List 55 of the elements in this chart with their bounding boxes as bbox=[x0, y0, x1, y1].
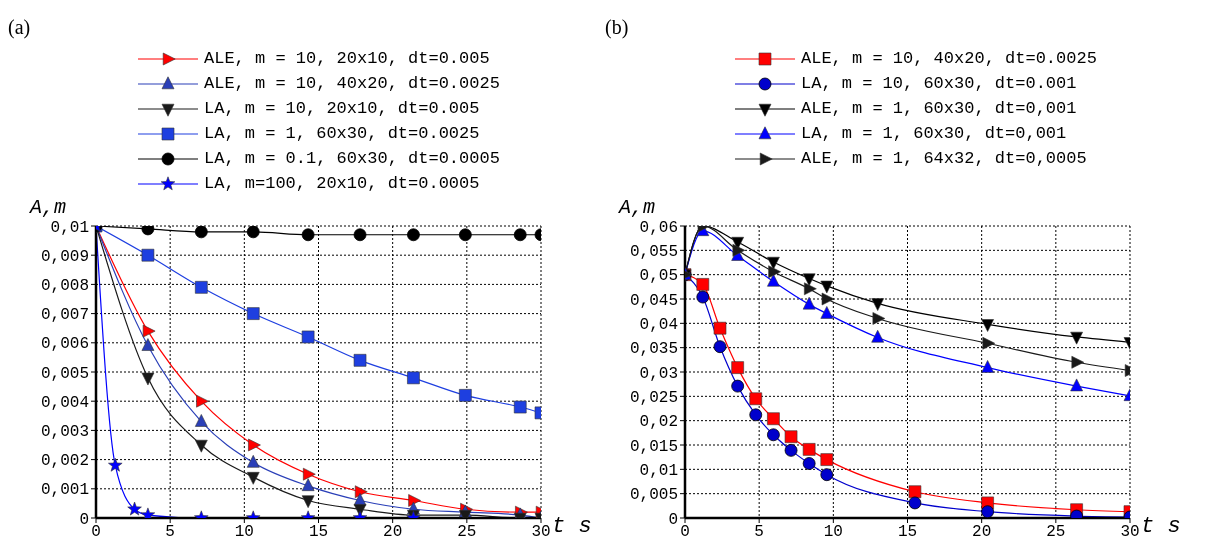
x-tick-label: 10 bbox=[234, 523, 254, 542]
x-tick-label: 30 bbox=[1120, 523, 1140, 542]
x-axis-title: t s bbox=[1141, 514, 1181, 539]
legend-label: LA, m = 1, 60x30, dt=0.0025 bbox=[204, 124, 480, 143]
legend-label: ALE, m = 1, 60x30, dt=0,001 bbox=[801, 99, 1077, 118]
y-tick-label: 0,007 bbox=[40, 306, 89, 325]
x-tick-label: 25 bbox=[457, 523, 477, 542]
y-tick-label: 0,005 bbox=[40, 364, 89, 383]
legend-label: LA, m = 10, 60x30, dt=0.001 bbox=[801, 74, 1077, 93]
y-tick-label: 0,004 bbox=[40, 393, 89, 412]
y-tick-label: 0,006 bbox=[40, 335, 89, 354]
y-axis-title: A,m bbox=[30, 196, 67, 219]
y-tick-label: 0,015 bbox=[629, 437, 678, 456]
x-axis-title: t s bbox=[552, 514, 592, 539]
y-tick-label: 0,06 bbox=[639, 218, 678, 237]
y-tick-label: 0,01 bbox=[639, 462, 678, 481]
y-tick-label: 0 bbox=[668, 510, 678, 529]
legend-label: LA, m = 10, 20x10, dt=0.005 bbox=[204, 99, 480, 118]
x-tick-label: 25 bbox=[1046, 523, 1066, 542]
x-tick-label: 30 bbox=[531, 523, 551, 542]
y-tick-label: 0,001 bbox=[40, 481, 89, 500]
x-tick-label: 5 bbox=[165, 523, 175, 542]
x-tick-label: 0 bbox=[91, 523, 101, 542]
y-tick-label: 0,025 bbox=[629, 389, 678, 408]
legend-label: ALE, m = 10, 40x20, dt=0.0025 bbox=[204, 74, 500, 93]
x-tick-label: 5 bbox=[754, 523, 764, 542]
x-tick-label: 10 bbox=[823, 523, 843, 542]
chart-title: (b) bbox=[605, 16, 629, 39]
legend-label: ALE, m = 10, 40x20, dt=0.0025 bbox=[801, 49, 1097, 68]
x-tick-label: 15 bbox=[308, 523, 329, 542]
y-tick-label: 0,009 bbox=[40, 247, 89, 266]
x-tick-label: 0 bbox=[680, 523, 690, 542]
y-tick-label: 0,03 bbox=[639, 364, 678, 383]
y-tick-label: 0,01 bbox=[50, 218, 89, 237]
y-tick-label: 0,02 bbox=[639, 413, 678, 432]
y-tick-label: 0,04 bbox=[639, 316, 678, 335]
y-tick-label: 0,045 bbox=[629, 291, 678, 310]
y-tick-label: 0,002 bbox=[40, 452, 89, 471]
y-tick-label: 0,003 bbox=[40, 423, 89, 442]
x-tick-label: 20 bbox=[383, 523, 403, 542]
x-tick-label: 20 bbox=[972, 523, 992, 542]
y-tick-label: 0,035 bbox=[629, 340, 678, 359]
legend-label: ALE, m = 1, 64x32, dt=0,0005 bbox=[801, 149, 1087, 168]
x-tick-label: 15 bbox=[897, 523, 918, 542]
legend-label: LA, m=100, 20x10, dt=0.0005 bbox=[204, 174, 480, 193]
y-axis-title: A,m bbox=[619, 196, 656, 219]
y-tick-label: 0,008 bbox=[40, 277, 89, 296]
chart-title: (a) bbox=[8, 16, 31, 39]
y-tick-label: 0 bbox=[79, 510, 89, 529]
y-tick-label: 0,05 bbox=[639, 267, 678, 286]
legend-label: ALE, m = 10, 20x10, dt=0.005 bbox=[204, 49, 490, 68]
y-tick-label: 0,005 bbox=[629, 486, 678, 505]
y-tick-label: 0,055 bbox=[629, 243, 678, 262]
legend-label: LA, m = 1, 60x30, dt=0,001 bbox=[801, 124, 1067, 143]
legend-label: LA, m = 0.1, 60x30, dt=0.0005 bbox=[204, 149, 500, 168]
